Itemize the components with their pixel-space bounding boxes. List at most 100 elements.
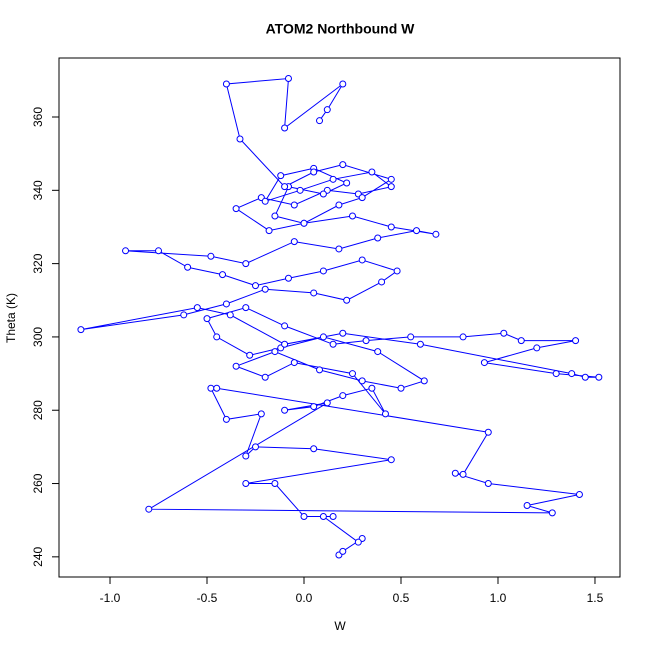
data-point [242,260,250,268]
data-point [242,480,250,488]
data-point [226,311,234,319]
x-axis-label: W [334,619,346,633]
data-point [358,256,366,264]
x-tick-label: 1.5 [587,591,604,605]
data-point [568,370,576,378]
data-point [155,247,163,255]
data-point [451,469,459,477]
data-point [184,263,192,271]
data-point [290,359,298,367]
data-point [348,212,356,220]
data-point [222,80,230,88]
data-point [271,480,279,488]
y-tick-label: 260 [31,473,45,493]
data-point [281,124,289,132]
x-tick-label: 1.0 [490,591,507,605]
y-tick-label: 300 [31,327,45,347]
data-point [203,315,211,323]
data-point [300,513,308,521]
data-point [339,80,347,88]
data-point [257,410,265,418]
data-point [310,403,318,411]
data-point [316,366,324,374]
data-point [413,227,421,235]
data-point [354,538,362,546]
data-point [252,282,260,290]
data-point [378,278,386,286]
data-point [368,168,376,176]
data-point [319,267,327,275]
data-point [246,351,254,359]
data-point [387,223,395,231]
data-point [261,373,269,381]
data-point [533,344,541,352]
data-point [343,296,351,304]
data-point [300,219,308,227]
data-point [358,377,366,385]
data-line [80,77,599,556]
y-tick-label: 280 [31,400,45,420]
plot-frame [58,57,621,578]
data-point [232,362,240,370]
data-point [595,373,603,381]
data-point [329,175,337,183]
data-point [480,359,488,367]
x-tick-label: -0.5 [197,591,218,605]
y-tick-label: 320 [31,253,45,273]
data-point [387,183,395,191]
data-point [374,348,382,356]
data-point [397,384,405,392]
y-tick-label: 360 [31,107,45,127]
data-point [339,161,347,169]
x-tick-label: -1.0 [100,591,121,605]
data-point [548,509,556,517]
data-point [420,377,428,385]
data-point [180,311,188,319]
chart-title: ATOM2 Northbound W [266,21,416,37]
y-tick-label: 240 [31,547,45,567]
data-point [484,428,492,436]
data-point [213,333,221,341]
data-point [575,491,583,499]
y-axis-label: Theta (K) [4,293,18,343]
data-point [500,329,508,337]
data-point [517,337,525,345]
data-point [193,304,201,312]
data-point [339,547,347,555]
data-point [374,234,382,242]
data-point [387,175,395,183]
data-point [323,399,331,407]
data-point [339,392,347,400]
data-point [219,271,227,279]
data-point [281,322,289,330]
data-point [319,333,327,341]
data-point [261,197,269,205]
data-point [265,227,273,235]
data-point [416,340,424,348]
data-point [77,326,85,334]
data-point [281,183,289,191]
data-point [316,117,324,125]
data-point [281,406,289,414]
data-point [339,329,347,337]
data-point [296,186,304,194]
data-point [572,337,580,345]
data-point [387,456,395,464]
data-point [335,245,343,253]
data-point [213,384,221,392]
data-point [236,135,244,143]
data-point [368,384,376,392]
data-point [232,205,240,213]
data-point [222,415,230,423]
data-point [271,212,279,220]
data-point [122,247,130,255]
data-point [358,194,366,202]
data-point [552,370,560,378]
data-point [362,337,370,345]
x-tick-label: 0.5 [393,591,410,605]
data-point [407,333,415,341]
data-point [329,513,337,521]
data-point [290,238,298,246]
data-point [261,285,269,293]
